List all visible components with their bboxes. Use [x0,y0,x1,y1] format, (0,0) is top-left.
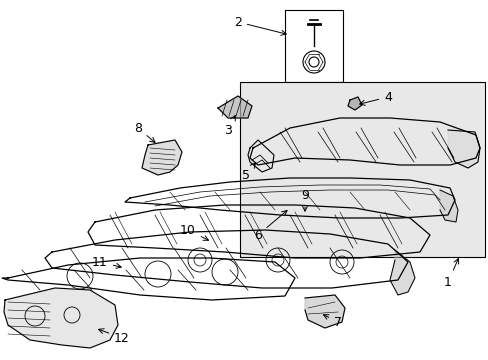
Text: 3: 3 [224,116,235,136]
Text: 1: 1 [443,258,458,288]
Text: 7: 7 [323,315,341,328]
Text: 12: 12 [99,329,130,345]
Polygon shape [389,250,414,295]
Text: 2: 2 [234,15,285,35]
Text: 5: 5 [242,163,255,181]
Polygon shape [218,96,251,118]
Text: 11: 11 [92,256,121,269]
Text: 6: 6 [254,211,286,242]
Polygon shape [447,130,479,168]
Text: 8: 8 [134,122,155,143]
Polygon shape [347,97,361,110]
Text: 10: 10 [180,224,208,240]
Text: 9: 9 [301,189,308,211]
Polygon shape [4,288,118,348]
Text: 4: 4 [359,90,391,105]
Polygon shape [305,295,345,328]
Polygon shape [142,140,182,175]
Bar [240,82,484,257]
Bar [285,10,342,82]
Polygon shape [439,190,457,222]
